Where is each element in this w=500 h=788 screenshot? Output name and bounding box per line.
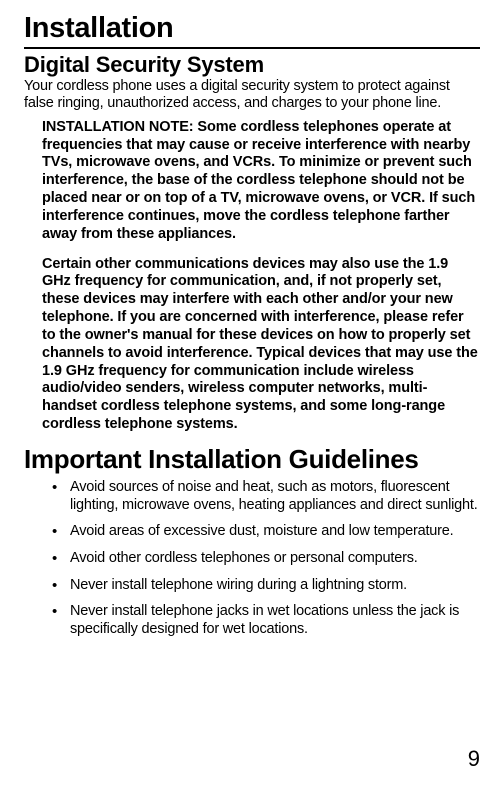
page-title: Installation [24,12,480,49]
list-item: Avoid sources of noise and heat, such as… [52,479,480,514]
page-number: 9 [468,746,480,772]
installation-note-1: INSTALLATION NOTE: Some cordless telepho… [42,119,480,244]
list-item: Never install telephone wiring during a … [52,577,480,595]
list-item: Never install telephone jacks in wet loc… [52,603,480,638]
list-item: Avoid other cordless telephones or perso… [52,550,480,568]
digital-intro-text: Your cordless phone uses a digital secur… [24,78,480,113]
guidelines-list: Avoid sources of noise and heat, such as… [24,479,480,639]
list-item: Avoid areas of excessive dust, moisture … [52,523,480,541]
installation-note-2: Certain other communications devices may… [42,256,480,434]
guidelines-heading: Important Installation Guidelines [24,444,480,475]
digital-security-heading: Digital Security System [24,52,480,78]
